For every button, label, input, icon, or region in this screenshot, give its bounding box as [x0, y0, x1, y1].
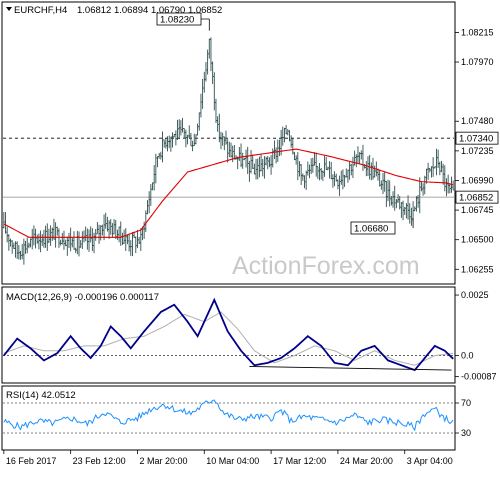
y-tick-label: 1.07970: [461, 57, 494, 67]
rsi-y-axis: 70 30: [455, 398, 471, 438]
x-tick-label: 2 Mar 20:00: [139, 456, 187, 466]
macd-pane-frame: [1, 286, 456, 384]
price-reference-lines: [3, 137, 454, 198]
price-annotations: 1.08230 1.06680 1.07340 1.06852: [156, 12, 499, 235]
last-price-tag: 1.06852: [455, 190, 499, 204]
rsi-lines: [3, 399, 454, 434]
rsi-line: [3, 399, 454, 432]
symbol-label: EURCHF,H4: [14, 5, 67, 16]
macd-y-axis: 0.0025 0.0 -0.00087: [455, 290, 497, 382]
svg-text:1.07340: 1.07340: [459, 134, 493, 145]
rsi-pane-frame: [1, 385, 456, 451]
x-tick-label: 10 Mar 04:00: [206, 456, 259, 466]
y-tick-label: 0.0: [461, 351, 474, 361]
y-tick-label: 1.07235: [461, 146, 494, 156]
y-tick-label: -0.00087: [461, 372, 497, 382]
macd-lines: [3, 297, 454, 372]
swing-low-label: 1.06680: [350, 221, 396, 235]
x-tick-label: 16 Feb 2017: [6, 456, 57, 466]
y-tick-label: 1.06745: [461, 205, 494, 215]
y-tick-label: 1.06255: [461, 264, 494, 274]
svg-text:1.06852: 1.06852: [459, 193, 493, 204]
x-tick-label: 17 Mar 12:00: [273, 456, 326, 466]
y-tick-label: 1.06990: [461, 175, 494, 185]
y-tick-label: 1.08215: [461, 27, 494, 37]
x-tick-label: 3 Apr 04:00: [407, 456, 453, 466]
y-tick-label: 1.07480: [461, 116, 494, 126]
price-header: EURCHF,H4 1.06812 1.06894 1.06790 1.0685…: [6, 5, 222, 16]
price-y-axis: 1.08215 1.07970 1.07480 1.07235 1.06990 1.067…: [455, 27, 494, 274]
macd-title: MACD(12,26,9) -0.000196 0.000117: [6, 292, 159, 303]
time-x-axis: 16 Feb 2017 23 Feb 12:00 2 Mar 20:00 10 Mar…: [3, 450, 453, 466]
level-price-tag: 1.07340: [455, 131, 499, 145]
svg-text:1.06680: 1.06680: [354, 224, 388, 235]
price-candle: [451, 180, 455, 191]
x-tick-label: 23 Feb 12:00: [73, 456, 126, 466]
y-tick-label: 30: [461, 428, 471, 438]
x-tick-label: 24 Mar 20:00: [340, 456, 393, 466]
macd-main-line: [3, 297, 454, 372]
dropdown-arrow-icon: [6, 7, 12, 11]
watermark-text: ActionForex.com: [232, 252, 420, 280]
macd-trendline: [249, 366, 452, 371]
y-tick-label: 0.0025: [461, 290, 489, 300]
rsi-title: RSI(14) 42.0512: [6, 390, 76, 401]
ohlc-values: 1.06812 1.06894 1.06790 1.06852: [77, 5, 222, 16]
y-tick-label: 70: [461, 398, 471, 408]
moving-average-line: [3, 148, 454, 238]
y-tick-label: 1.06500: [461, 235, 494, 245]
svg-text:1.08230: 1.08230: [160, 15, 194, 26]
price-pane-frame: [1, 1, 456, 285]
swing-high-label: 1.08230: [156, 12, 202, 26]
